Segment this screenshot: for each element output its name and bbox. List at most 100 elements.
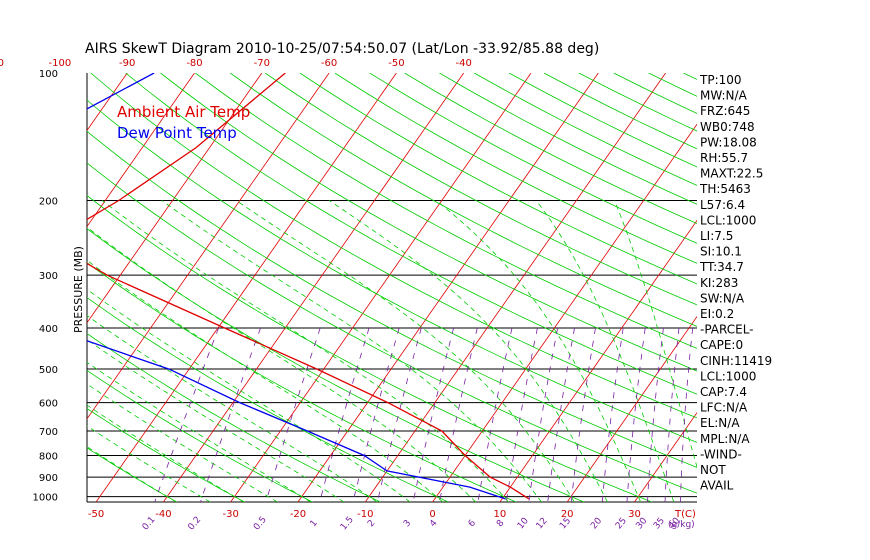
sounding-index-20: CAP:7.4: [700, 385, 747, 399]
top-temp-tick--80: -80: [186, 58, 202, 69]
dry-adiabat--20: [87, 369, 313, 502]
pressure-tick-1000: 1000: [33, 493, 58, 504]
dry-adiabat-160: [404, 73, 697, 225]
top-temp-tick--40: -40: [456, 58, 472, 69]
sounding-index-14: SW:N/A: [700, 291, 745, 305]
chart-title: AIRS SkewT Diagram 2010-10-25/07:54:50.0…: [85, 41, 599, 57]
moist-adiabat-35: [535, 200, 675, 502]
sounding-index-18: CINH:11419: [700, 354, 772, 368]
sounding-index-22: EL:N/A: [700, 416, 740, 430]
isotherm--20: [297, 73, 599, 502]
dry-adiabat-40: [87, 162, 697, 494]
pressure-tick-800: 800: [39, 452, 58, 463]
top-temp-tick--100: -100: [49, 58, 72, 69]
mixing-ratio-line-17: [680, 327, 693, 502]
top-temp-tick--60: -60: [321, 58, 337, 69]
bottom-temp-tick--10: -10: [357, 509, 373, 520]
y-axis-label: PRESSURE (MB): [72, 246, 85, 333]
dry-adiabat-230: [648, 73, 697, 97]
isotherm--80: [87, 73, 195, 228]
moist-adiabat-40: [614, 200, 697, 469]
dry-adiabat--30: [87, 407, 245, 502]
mixing-ratio-tick-1: 0.2: [187, 515, 204, 532]
sounding-index-0: TP:100: [699, 73, 742, 87]
moist-adiabat--35: [87, 425, 211, 502]
moist-adiabat-25: [328, 200, 608, 502]
bottom-temp-tick--30: -30: [223, 509, 239, 520]
mixing-ratio-tick-6: 3: [402, 518, 413, 529]
pressure-tick-300: 300: [39, 271, 58, 282]
isotherm--70: [87, 73, 263, 324]
mixing-ratio-line-9: [505, 327, 538, 502]
bottom-temp-tick-30: 30: [628, 509, 641, 520]
dry-adiabat-80: [125, 73, 697, 395]
moist-adiabat--5: [87, 288, 411, 502]
isotherm--50: [95, 73, 397, 502]
moist-adiabat--20: [87, 361, 311, 502]
sounding-index-4: PW:18.08: [700, 135, 757, 149]
top-temp-tick--110: -110: [0, 58, 4, 69]
moist-adiabat--25: [87, 383, 278, 502]
isotherm-0: [432, 123, 697, 502]
bottom-temp-tick-0: 0: [429, 509, 435, 520]
moist-adiabat--15: [87, 339, 345, 502]
mixing-ratio-tick-10: 10: [516, 516, 531, 531]
top-temp-tick--90: -90: [119, 58, 135, 69]
mixing-ratio-line-6: [412, 327, 454, 502]
mixing-ratio-tick-2: 0.5: [252, 515, 269, 532]
isotherm-30: [634, 412, 697, 502]
dry-adiabat--40: [87, 447, 177, 502]
mixing-ratio-tick-7: 4: [428, 518, 440, 529]
pressure-tick-900: 900: [39, 473, 58, 484]
sounding-index-8: L57:6.4: [700, 198, 745, 212]
mixing-ratio-tick-3: 1: [308, 518, 319, 529]
isotherm--60: [87, 73, 330, 420]
dry-adiabat-70: [90, 73, 697, 419]
mixing-ratio-tick-4: 1.5: [339, 515, 356, 532]
dry-adiabat-130: [299, 73, 697, 285]
sounding-index-6: MAXT:22.5: [700, 167, 763, 181]
sounding-index-12: TT:34.7: [699, 260, 744, 274]
dry-adiabat-110: [229, 73, 697, 327]
isotherm-50: [769, 73, 870, 502]
bottom-temp-tick--50: -50: [88, 509, 104, 520]
mixing-ratio-tick-11: 12: [535, 516, 550, 531]
dry-adiabat--10: [87, 333, 381, 502]
isotherm-10: [499, 219, 697, 502]
mixing-ratio-line-1: [200, 327, 261, 502]
mixing-ratio-tick-8: 6: [467, 518, 479, 529]
pressure-tick-500: 500: [39, 365, 58, 376]
moist-adiabat-10: [101, 200, 509, 502]
bottom-temp-tick--40: -40: [155, 509, 171, 520]
mixing-ratio-tick-13: 20: [589, 516, 604, 531]
sounding-index-23: MPL:N/A: [700, 432, 750, 446]
sounding-index-11: SI:10.1: [700, 245, 742, 259]
sounding-index-24: -WIND-: [700, 447, 742, 461]
isotherm--90: [87, 73, 128, 132]
sounding-index-7: TH:5463: [699, 182, 751, 196]
sounding-index-19: LCL:1000: [700, 369, 756, 383]
sounding-index-25: NOT: [700, 463, 726, 477]
mixing-ratio-line-12: [570, 327, 596, 502]
isotherm--10: [364, 73, 666, 502]
sounding-index-15: EI:0.2: [700, 307, 734, 321]
sounding-index-1: MW:N/A: [700, 89, 748, 103]
mixing-ratio-tick-14: 25: [614, 516, 629, 531]
sounding-index-26: AVAIL: [700, 479, 734, 493]
pressure-tick-600: 600: [39, 399, 58, 410]
moist-adiabat-15: [161, 200, 542, 502]
mixing-ratio-tick-16: 35: [652, 516, 667, 531]
temp-axis-unit-label: T(C): [674, 509, 696, 520]
mixing-ratio-tick-5: 2: [366, 518, 377, 529]
mixing-ratio-line-14: [626, 327, 646, 502]
mixing-ratio-tick-9: 8: [495, 518, 507, 529]
mixing-ratio-line-15: [647, 327, 664, 502]
top-temp-tick--70: -70: [254, 58, 270, 69]
moist-adiabat--10: [87, 315, 378, 502]
dry-adiabat-90: [160, 73, 697, 372]
pressure-tick-400: 400: [39, 324, 58, 335]
pressure-tick-100: 100: [39, 69, 58, 80]
